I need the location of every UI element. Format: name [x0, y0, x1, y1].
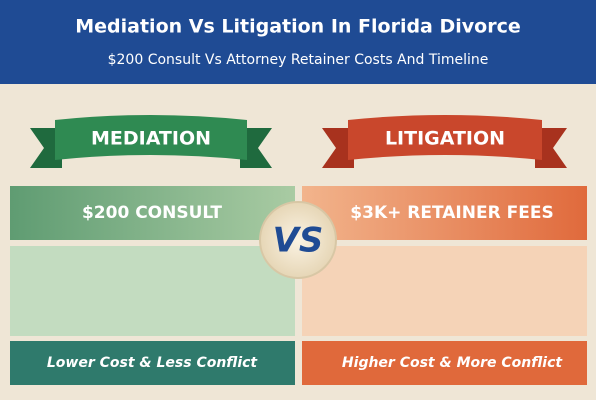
footer-band: [10, 341, 295, 385]
ribbon-tail: [322, 128, 354, 168]
panel-body: [302, 246, 587, 336]
header-bar: [0, 0, 596, 84]
headline: $200 CONSULT: [82, 203, 222, 223]
subtitle: $200 Consult Vs Attorney Retainer Costs …: [108, 52, 489, 68]
ribbon: [348, 115, 542, 160]
ribbon-label: LITIGATION: [385, 128, 505, 150]
ribbon-tail: [535, 128, 567, 168]
headline-band: [302, 186, 587, 240]
footer-band: [302, 341, 587, 385]
title: Mediation Vs Litigation In Florida Divor…: [75, 16, 521, 38]
vs-label: VS: [273, 221, 324, 261]
ribbon-tail: [240, 128, 272, 168]
ribbon-label: MEDIATION: [91, 128, 211, 150]
vs-badge: [259, 201, 337, 279]
headline: $3K+ RETAINER FEES: [350, 203, 553, 223]
ribbon: [55, 115, 247, 160]
headline-band: [10, 186, 295, 240]
panel-body: [10, 246, 295, 336]
footer: Higher Cost & More Conflict: [342, 355, 563, 371]
footer: Lower Cost & Less Conflict: [47, 355, 259, 371]
ribbon-tail: [30, 128, 62, 168]
